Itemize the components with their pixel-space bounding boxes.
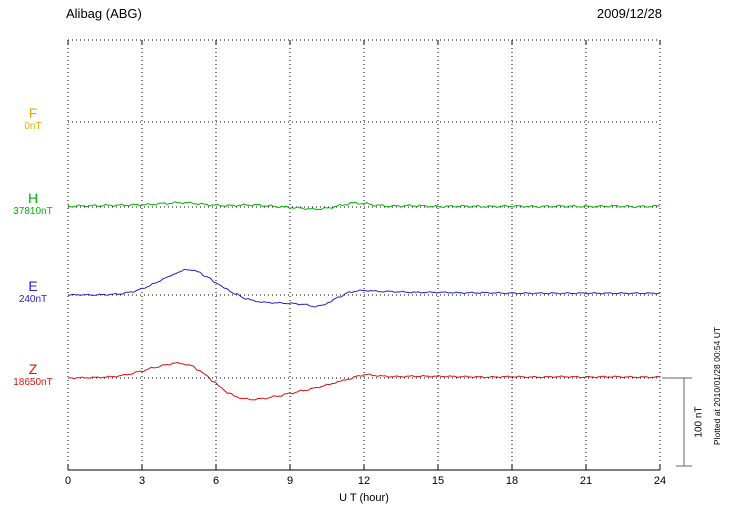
x-tick-label: 6 (212, 475, 220, 487)
date-label: 2009/12/28 (596, 6, 662, 21)
station-title: Alibag (ABG) (66, 6, 142, 21)
x-tick-label: 9 (286, 475, 294, 487)
channel-label-E: E 240nT (6, 279, 60, 306)
x-tick-label: 15 (431, 475, 445, 487)
x-tick-label: 18 (505, 475, 519, 487)
channel-baseline-F: 0nT (24, 121, 42, 132)
channel-letter-F: F (28, 105, 38, 121)
x-tick-label: 3 (138, 475, 146, 487)
x-tick-label: 12 (357, 475, 371, 487)
channel-baseline-H: 37810nT (13, 206, 53, 217)
channel-label-H: H 37810nT (6, 191, 60, 218)
x-tick-label: 24 (653, 475, 667, 487)
x-tick-label: 21 (579, 475, 593, 487)
channel-baseline-Z: 18650nT (13, 377, 53, 388)
channel-letter-Z: Z (28, 361, 38, 377)
x-axis-ticks: 0 3 6 9 12 15 18 21 24 (0, 475, 730, 489)
scale-bar-label: 100 nT (693, 406, 705, 438)
x-tick-label: 0 (64, 475, 72, 487)
channel-letter-E: E (28, 278, 38, 294)
channel-label-F: F 0nT (6, 106, 60, 133)
plotted-at-note: Plotted at 2010/01/28 00:54 UT (712, 326, 722, 446)
channel-label-Z: Z 18650nT (6, 362, 60, 389)
channel-baseline-E: 240nT (18, 294, 48, 305)
channel-letter-H: H (27, 190, 39, 206)
x-axis-label: U T (hour) (339, 492, 389, 504)
